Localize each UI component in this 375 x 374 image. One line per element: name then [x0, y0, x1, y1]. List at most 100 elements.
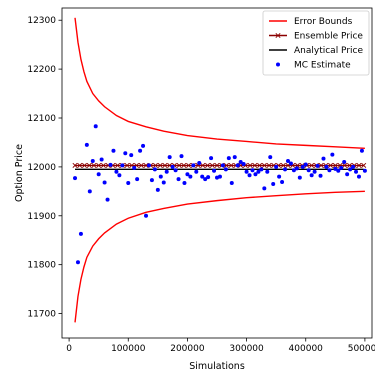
mc-estimate-point	[265, 169, 270, 174]
ensemble-price-marker	[257, 162, 263, 168]
mc-estimate-point	[354, 169, 359, 174]
mc-estimate-point	[203, 177, 208, 182]
ensemble-price-marker	[115, 162, 121, 168]
mc-estimate-point	[93, 124, 98, 129]
y-tick-label: 12300	[27, 16, 56, 26]
mc-estimate-point	[102, 180, 107, 185]
mc-estimate-point	[182, 181, 187, 186]
ensemble-price-marker	[347, 162, 353, 168]
ensemble-price-marker	[86, 162, 92, 168]
mc-estimate-point	[235, 163, 240, 168]
mc-estimate-point	[84, 142, 89, 147]
ensemble-price-marker	[214, 162, 220, 168]
mc-estimate-point	[75, 260, 80, 265]
mc-estimate-point	[149, 178, 154, 183]
x-tick-label: 0	[66, 344, 72, 354]
ensemble-price-marker	[309, 162, 315, 168]
x-tick-label: 100000	[111, 344, 146, 354]
mc-estimate-point	[179, 154, 184, 159]
y-axis-label: Option Price	[14, 144, 25, 202]
mc-estimate-point	[241, 161, 246, 166]
mc-estimate-point	[348, 167, 353, 172]
mc-estimate-point	[200, 174, 205, 179]
legend-label-analytical_price: Analytical Price	[294, 46, 363, 56]
ensemble-price-marker	[228, 162, 234, 168]
mc-estimate-point	[277, 174, 282, 179]
y-tick-label: 11900	[27, 212, 56, 222]
mc-estimate-point	[250, 168, 255, 173]
mc-estimate-point	[315, 163, 320, 168]
y-tick-label: 11800	[27, 261, 56, 271]
ensemble-price-marker	[318, 162, 324, 168]
mc-estimate-point	[297, 175, 302, 180]
mc-estimate-point	[194, 169, 199, 174]
mc-estimate-point	[90, 159, 95, 164]
legend-label-ensemble_price: Ensemble Price	[294, 32, 363, 42]
mc-estimate-point	[161, 180, 166, 185]
legend-label-mc_estimate: MC Estimate	[294, 61, 351, 71]
mc-estimate-point	[155, 187, 160, 192]
x-axis-label: Simulations	[189, 361, 245, 372]
ensemble-price-marker	[361, 162, 367, 168]
mc-estimate-point	[324, 164, 329, 169]
ensemble-price-marker	[77, 162, 83, 168]
mc-estimate-point	[294, 166, 299, 171]
mc-estimate-point	[141, 143, 146, 148]
mc-estimate-point	[209, 156, 214, 161]
mc-estimate-point	[126, 181, 131, 186]
mc-estimate-point	[212, 168, 217, 173]
y-tick-label: 12200	[27, 65, 56, 75]
mc-estimate-point	[135, 177, 140, 182]
mc-estimate-point	[339, 165, 344, 170]
ensemble-price-marker	[209, 162, 215, 168]
error-bound-upper-line	[74, 17, 365, 150]
x-axis: 0 100000 200000 300000 400000 500000	[66, 338, 375, 354]
mc-estimate-point	[274, 164, 279, 169]
mc-estimate-point	[226, 156, 231, 161]
mc-estimate-point	[259, 167, 264, 172]
ensemble-price-marker	[342, 162, 348, 168]
mc-estimate-point	[285, 159, 290, 164]
x-tick-label: 200000	[170, 344, 205, 354]
mc-estimate-point	[158, 174, 163, 179]
mc-estimate-point	[356, 174, 361, 179]
mc-estimate-point	[330, 152, 335, 157]
ensemble-price-marker	[186, 162, 192, 168]
mc-estimate-point	[197, 160, 202, 165]
mc-estimate-point	[170, 164, 175, 169]
ensemble-price-marker	[81, 162, 87, 168]
mc-estimate-point	[132, 165, 137, 170]
mc-estimate-point	[99, 157, 104, 162]
mc-estimate-point	[144, 213, 149, 218]
mc-estimate-point	[342, 160, 347, 164]
ensemble-price-marker	[200, 162, 206, 168]
ensemble-price-marker	[176, 162, 182, 168]
ensemble-price-marker	[72, 162, 78, 168]
mc-estimate-point	[291, 168, 296, 173]
ensemble-price-marker	[124, 162, 130, 168]
x-tick-label: 400000	[289, 344, 324, 354]
ensemble-price-marker	[266, 162, 272, 168]
ensemble-price-marker	[143, 162, 149, 168]
plot-frame	[61, 7, 373, 339]
legend-box	[262, 10, 370, 76]
mc-estimate-point	[312, 169, 317, 174]
mc-estimate-point	[220, 163, 225, 168]
mc-estimate-point	[321, 156, 326, 161]
mc-estimate-point	[152, 167, 157, 172]
ensemble-price-marker	[96, 162, 102, 168]
mc-estimate-point	[138, 148, 143, 153]
mc-estimate-point	[288, 161, 293, 166]
y-tick-label: 12000	[27, 163, 56, 173]
mc-estimate-point	[114, 169, 119, 174]
mc-estimate-point	[351, 164, 356, 169]
mc-estimate-point	[206, 175, 211, 180]
mc-estimate-point	[318, 173, 323, 178]
ensemble-price-marker	[247, 162, 253, 168]
mc-estimate-point	[120, 163, 125, 168]
mc-estimate-point	[146, 163, 151, 168]
mc-estimate-point	[280, 180, 285, 185]
ensemble-price-marker	[181, 162, 187, 168]
mc-estimate-point	[105, 197, 110, 202]
y-axis: 11700 11800 11900 12000 12100 12200 12300	[27, 16, 62, 320]
